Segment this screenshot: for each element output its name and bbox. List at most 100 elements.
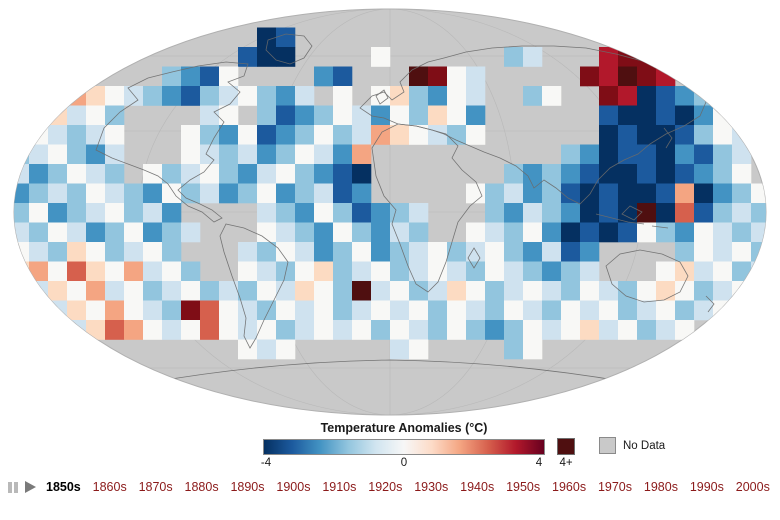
timeline-decade-2000s[interactable]: 2000s	[735, 480, 770, 494]
timeline-decade-1900s[interactable]: 1900s	[276, 480, 311, 494]
anomaly-cell	[713, 242, 733, 262]
anomaly-cell	[333, 144, 353, 165]
anomaly-cell	[466, 242, 486, 262]
world-map	[13, 8, 767, 416]
anomaly-cell	[428, 320, 448, 340]
anomaly-cell	[29, 144, 49, 165]
timeline-decade-1850s[interactable]: 1850s	[46, 480, 81, 494]
anomaly-cell	[599, 144, 619, 165]
anomaly-cell	[29, 300, 49, 321]
timeline-decade-1960s[interactable]: 1960s	[552, 480, 587, 494]
anomaly-cell	[276, 144, 296, 165]
anomaly-cell	[14, 183, 30, 204]
timeline-decade-1890s[interactable]: 1890s	[230, 480, 265, 494]
anomaly-cell	[637, 183, 657, 204]
anomaly-cell	[561, 261, 581, 282]
anomaly-cell	[181, 125, 201, 145]
timeline-decade-1910s[interactable]: 1910s	[322, 480, 357, 494]
anomaly-cell	[219, 164, 239, 184]
anomaly-cell	[504, 242, 524, 262]
anomaly-cell	[29, 164, 49, 184]
anomaly-cell	[238, 164, 258, 184]
coastline-madagascar	[467, 247, 481, 269]
anomaly-cell	[314, 281, 334, 301]
coastline-south-america	[219, 223, 289, 349]
anomaly-cell	[29, 125, 49, 145]
anomaly-cell	[162, 164, 182, 184]
timeline-decade-1980s[interactable]: 1980s	[643, 480, 678, 494]
timeline-decade-1920s[interactable]: 1920s	[368, 480, 403, 494]
anomaly-cell	[333, 164, 353, 184]
anomaly-cell	[428, 281, 448, 301]
anomaly-cell	[694, 86, 714, 106]
timeline-decade-1880s[interactable]: 1880s	[184, 480, 219, 494]
anomaly-cell	[238, 242, 258, 262]
anomaly-cell	[428, 66, 448, 87]
anomaly-cell	[656, 183, 676, 204]
anomaly-cell	[656, 222, 676, 243]
timeline-decade-1940s[interactable]: 1940s	[460, 480, 495, 494]
anomaly-cell	[48, 222, 68, 243]
anomaly-cell	[86, 281, 106, 301]
anomaly-cell	[219, 320, 239, 340]
anomaly-cell	[713, 300, 733, 321]
anomaly-cell	[390, 86, 410, 106]
anomaly-cell	[219, 125, 239, 145]
play-button[interactable]	[25, 481, 36, 493]
anomaly-cell	[732, 203, 752, 223]
timeline-decade-1990s[interactable]: 1990s	[689, 480, 724, 494]
timeline-decade-1950s[interactable]: 1950s	[506, 480, 541, 494]
anomaly-cell	[276, 203, 296, 223]
anomaly-cell	[67, 261, 87, 282]
anomaly-cell	[675, 281, 695, 301]
timeline-decade-1970s[interactable]: 1970s	[597, 480, 633, 494]
anomaly-cell	[580, 320, 600, 340]
anomaly-cell	[143, 281, 163, 301]
anomaly-cell	[257, 125, 277, 145]
anomaly-grid	[14, 27, 766, 360]
anomaly-cell	[333, 281, 353, 301]
anomaly-cell	[390, 105, 410, 126]
over-range-swatch	[557, 438, 575, 455]
anomaly-cell	[523, 300, 543, 321]
anomaly-cell	[542, 183, 562, 204]
timeline-decade-1930s[interactable]: 1930s	[414, 480, 449, 494]
anomaly-cell	[352, 105, 372, 126]
timeline-decade-1870s[interactable]: 1870s	[138, 480, 173, 494]
anomaly-cell	[371, 203, 391, 223]
anomaly-cell	[143, 183, 163, 204]
anomaly-cell	[219, 105, 239, 126]
anomaly-cell	[409, 261, 429, 282]
anomaly-cell	[105, 203, 125, 223]
anomaly-cell	[276, 105, 296, 126]
pause-button[interactable]	[8, 481, 18, 493]
anomaly-cell	[656, 47, 676, 67]
anomaly-cell	[542, 86, 562, 106]
anomaly-cell	[542, 203, 562, 223]
anomaly-cell	[86, 144, 106, 165]
anomaly-cell	[713, 164, 733, 184]
anomaly-cell	[67, 281, 87, 301]
anomaly-cell	[238, 261, 258, 282]
timeline-decade-1860s[interactable]: 1860s	[92, 480, 127, 494]
no-data-label: No Data	[623, 440, 666, 452]
anomaly-cell	[333, 105, 353, 126]
coastline-australia	[605, 249, 689, 303]
anomaly-cell	[523, 203, 543, 223]
anomaly-cell	[428, 125, 448, 145]
anomaly-cell	[656, 144, 676, 165]
anomaly-cell	[599, 125, 619, 145]
anomaly-cell	[143, 242, 163, 262]
anomaly-cell	[504, 281, 524, 301]
anomaly-cell	[561, 164, 581, 184]
anomaly-cell	[14, 125, 30, 145]
anomaly-cell	[124, 320, 144, 340]
anomaly-cell	[162, 222, 182, 243]
anomaly-cell	[124, 183, 144, 204]
anomaly-cell	[656, 125, 676, 145]
anomaly-cell	[14, 242, 30, 262]
anomaly-cell	[599, 320, 619, 340]
anomaly-cell	[428, 242, 448, 262]
anomaly-cell	[333, 242, 353, 262]
anomaly-cell	[675, 125, 695, 145]
